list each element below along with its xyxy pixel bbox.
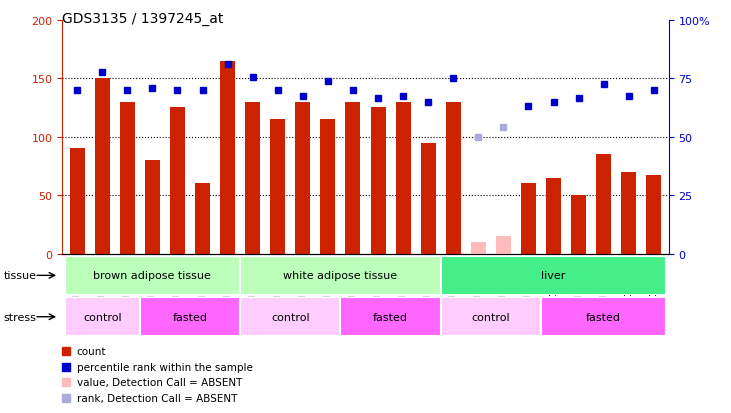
Bar [371, 108, 385, 254]
Bar [646, 176, 662, 254]
Bar [295, 102, 311, 254]
Bar [140, 297, 240, 337]
Bar [420, 143, 436, 254]
Bar [69, 149, 85, 254]
Text: percentile rank within the sample: percentile rank within the sample [77, 362, 253, 372]
Bar [496, 237, 511, 254]
Bar [95, 79, 110, 254]
Bar [341, 297, 441, 337]
Bar [621, 172, 636, 254]
Bar [441, 256, 667, 295]
Bar [240, 297, 341, 337]
Text: count: count [77, 347, 106, 356]
Text: liver: liver [542, 271, 566, 281]
Bar [546, 178, 561, 254]
Bar [240, 256, 441, 295]
Bar [270, 120, 285, 254]
Bar [446, 102, 461, 254]
Bar [145, 161, 160, 254]
Bar [541, 297, 667, 337]
Bar [596, 155, 611, 254]
Bar [170, 108, 185, 254]
Text: value, Detection Call = ABSENT: value, Detection Call = ABSENT [77, 377, 242, 387]
Text: control: control [271, 312, 310, 322]
Text: tissue: tissue [4, 271, 37, 281]
Text: fasted: fasted [586, 312, 621, 322]
Bar [395, 102, 411, 254]
Text: control: control [83, 312, 121, 322]
Text: white adipose tissue: white adipose tissue [284, 271, 398, 281]
Bar [120, 102, 135, 254]
Bar [346, 102, 360, 254]
Text: control: control [471, 312, 510, 322]
Bar [195, 184, 210, 254]
Bar [64, 297, 140, 337]
Bar [245, 102, 260, 254]
Text: fasted: fasted [373, 312, 408, 322]
Bar [320, 120, 336, 254]
Bar [521, 184, 536, 254]
Text: GDS3135 / 1397245_at: GDS3135 / 1397245_at [62, 12, 224, 26]
Text: brown adipose tissue: brown adipose tissue [94, 271, 211, 281]
Bar [571, 196, 586, 254]
Bar [471, 242, 486, 254]
Bar [441, 297, 541, 337]
Text: rank, Detection Call = ABSENT: rank, Detection Call = ABSENT [77, 393, 237, 403]
Text: stress: stress [4, 312, 37, 322]
Bar [220, 62, 235, 254]
Bar [64, 256, 240, 295]
Text: fasted: fasted [173, 312, 208, 322]
